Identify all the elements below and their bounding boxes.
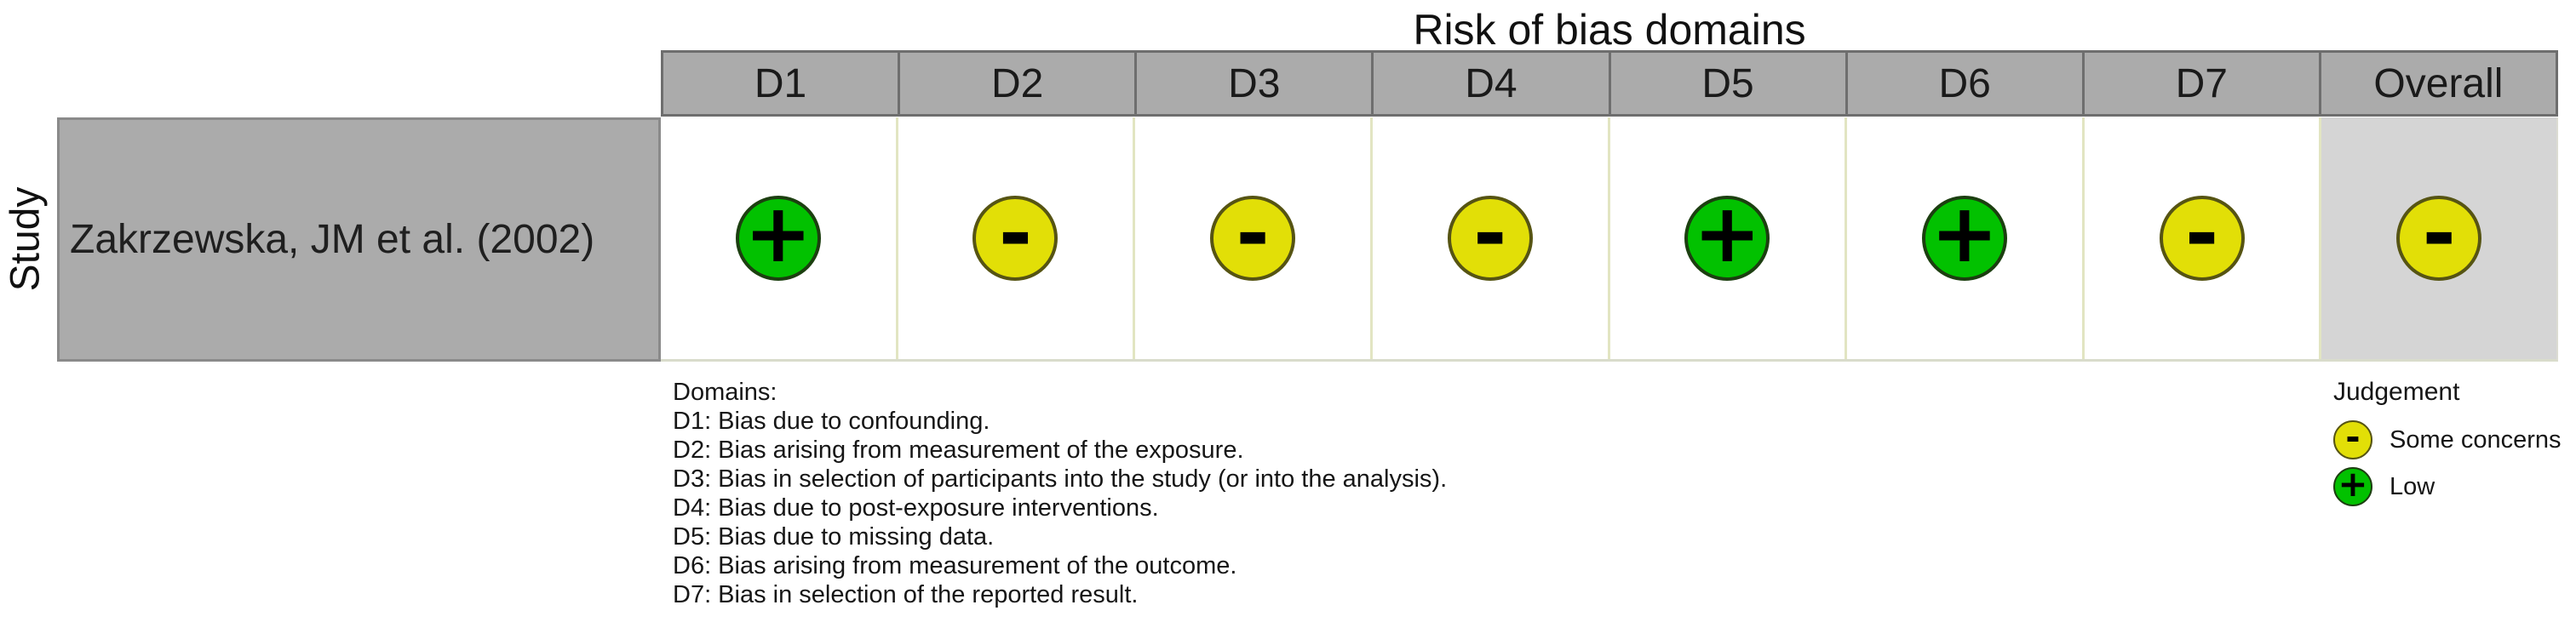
some-concerns-circle-icon: - bbox=[2333, 416, 2372, 459]
column-header-d1: D1 bbox=[663, 53, 901, 114]
domains-key-item-d2: D2: Bias arising from measurement of the… bbox=[673, 437, 1244, 464]
study-name-cell: Zakrzewska, JM et al. (2002) bbox=[57, 117, 661, 362]
y-axis-label: Study bbox=[3, 186, 49, 292]
figure-title: Risk of bias domains bbox=[1413, 6, 1806, 54]
minus-icon: - bbox=[2345, 416, 2361, 458]
minus-icon: - bbox=[998, 186, 1033, 281]
domains-key-item-d3: D3: Bias in selection of participants in… bbox=[673, 465, 1448, 493]
judgement-legend: Judgement - Some concerns + Low bbox=[2333, 378, 2562, 514]
legend-label-low: Low bbox=[2390, 472, 2435, 500]
study-name: Zakrzewska, JM et al. (2002) bbox=[70, 217, 595, 262]
plus-icon: + bbox=[744, 186, 812, 281]
legend-row-low: + Low bbox=[2333, 463, 2562, 506]
judgement-circle-d1-low-icon: + bbox=[735, 186, 821, 281]
study-row: + - - - + + bbox=[661, 117, 2558, 362]
judgement-circle-d6-low-icon: + bbox=[1921, 186, 2007, 281]
domains-key-item-d1: D1: Bias due to confounding. bbox=[673, 408, 990, 435]
column-header-d7: D7 bbox=[2084, 53, 2321, 114]
minus-icon: - bbox=[1472, 186, 1507, 281]
domains-key-item-d7: D7: Bias in selection of the reported re… bbox=[673, 581, 1139, 608]
legend-label-some-concerns: Some concerns bbox=[2390, 425, 2562, 454]
judgement-circle-d4-some-concerns-icon: - bbox=[1447, 186, 1533, 281]
judgement-legend-title: Judgement bbox=[2333, 378, 2460, 406]
column-header-d5: D5 bbox=[1610, 53, 1848, 114]
column-header-overall: Overall bbox=[2321, 53, 2556, 114]
domain-header-row: D1 D2 D3 D4 D5 D6 D7 Overall bbox=[661, 50, 2558, 117]
judgement-circle-d2-some-concerns-icon: - bbox=[972, 186, 1059, 281]
traffic-cell-d7: - bbox=[2081, 117, 2320, 359]
judgement-circle-d7-some-concerns-icon: - bbox=[2159, 186, 2245, 281]
traffic-cell-d6: + bbox=[1845, 117, 2082, 359]
traffic-cell-d4: - bbox=[1369, 117, 1608, 359]
domains-key: Domains: D1: Bias due to confounding. D2… bbox=[673, 378, 1447, 609]
column-header-d3: D3 bbox=[1137, 53, 1374, 114]
traffic-cell-d3: - bbox=[1133, 117, 1370, 359]
minus-icon: - bbox=[2422, 186, 2456, 281]
judgement-circle-d3-some-concerns-icon: - bbox=[1210, 186, 1296, 281]
legend-row-some-concerns: - Some concerns bbox=[2333, 416, 2562, 459]
column-header-d4: D4 bbox=[1374, 53, 1611, 114]
traffic-cell-d1: + bbox=[661, 117, 896, 359]
domains-key-item-d5: D5: Bias due to missing data. bbox=[673, 523, 995, 551]
judgement-circle-overall-some-concerns-icon: - bbox=[2396, 186, 2482, 281]
plus-icon: + bbox=[1931, 186, 1999, 281]
traffic-cell-d2: - bbox=[895, 117, 1133, 359]
domains-key-item-d6: D6: Bias arising from measurement of the… bbox=[673, 552, 1237, 579]
column-header-d2: D2 bbox=[900, 53, 1138, 114]
plus-icon: + bbox=[1693, 186, 1762, 281]
domains-key-item-d4: D4: Bias due to post-exposure interventi… bbox=[673, 494, 1159, 522]
traffic-cell-overall: - bbox=[2319, 117, 2556, 359]
low-circle-icon: + bbox=[2333, 463, 2372, 506]
traffic-cell-d5: + bbox=[1607, 117, 1845, 359]
judgement-circle-d5-low-icon: + bbox=[1684, 186, 1770, 281]
column-header-d6: D6 bbox=[1847, 53, 2085, 114]
minus-icon: - bbox=[1236, 186, 1270, 281]
plus-icon: + bbox=[2338, 463, 2368, 505]
domains-key-heading: Domains: bbox=[673, 379, 777, 406]
minus-icon: - bbox=[2184, 186, 2219, 281]
